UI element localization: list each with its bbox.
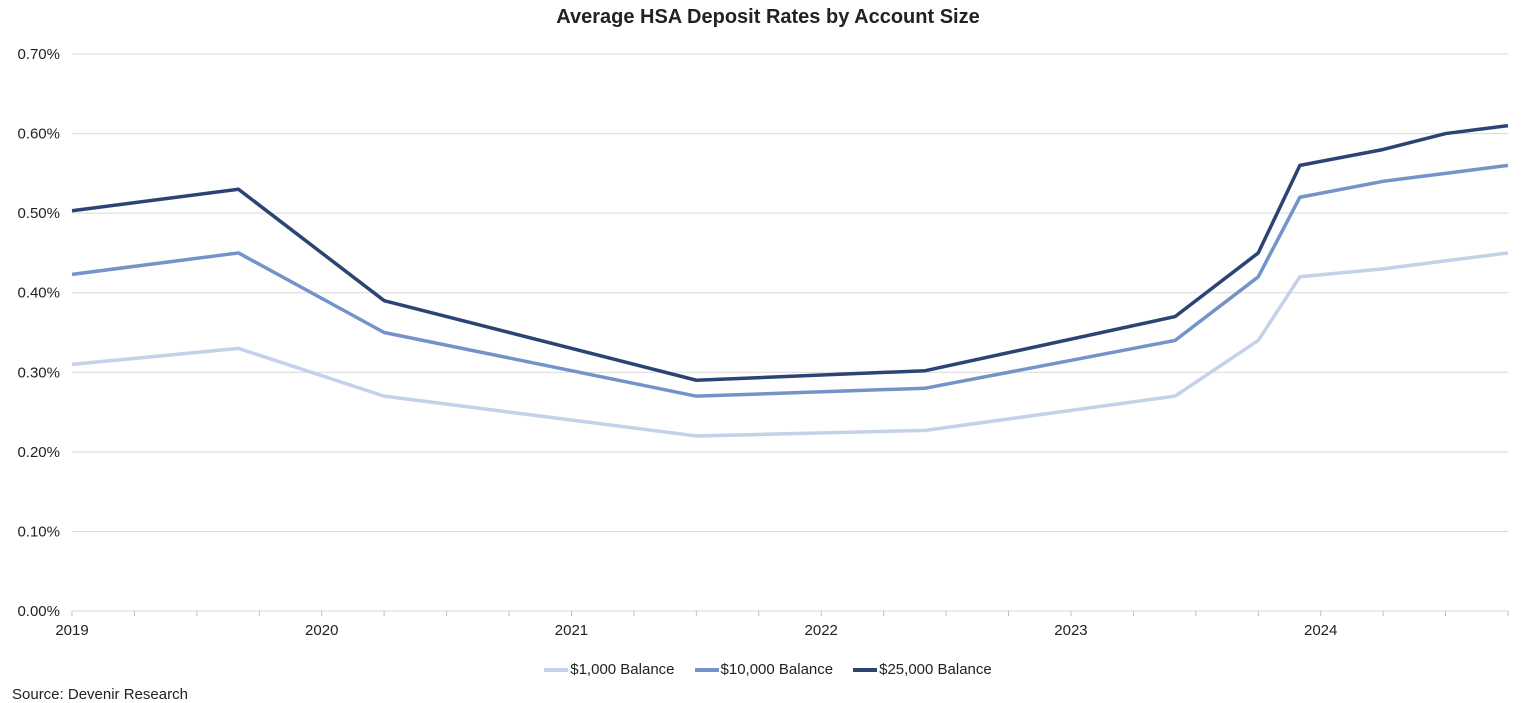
line-chart: 0.00% 0.10% 0.20% 0.30% 0.40% 0.50% 0.60% 0.70%… <box>17 46 1509 639</box>
source-note: Source: Devenir Research <box>12 686 188 703</box>
x-tick-label: 2024 <box>1304 622 1337 639</box>
legend-swatch <box>694 667 719 672</box>
legend: $1,000 Balance $10,000 Balance $25,000 B… <box>0 661 1536 678</box>
y-tick-label: 0.70% <box>17 46 60 63</box>
series-line <box>71 251 1509 438</box>
y-tick-label: 0.20% <box>17 444 60 461</box>
series-line <box>71 163 1509 398</box>
legend-swatch <box>544 667 569 672</box>
legend-item: $1,000 Balance <box>544 661 675 678</box>
x-tick-label: 2019 <box>55 622 88 639</box>
legend-swatch <box>853 667 878 672</box>
y-tick-label: 0.60% <box>17 126 60 143</box>
legend-label: $1,000 Balance <box>570 661 675 678</box>
legend-item: $25,000 Balance <box>853 661 992 678</box>
y-tick-label: 0.50% <box>17 205 60 222</box>
x-tick-label: 2021 <box>555 622 588 639</box>
x-tick-label: 2022 <box>805 622 838 639</box>
series-line <box>71 123 1509 382</box>
y-tick-label: 0.10% <box>17 523 60 540</box>
chart-title: Average HSA Deposit Rates by Account Siz… <box>556 6 980 28</box>
x-tick-label: 2020 <box>305 622 338 639</box>
x-tick-label: 2023 <box>1054 622 1087 639</box>
y-tick-label: 0.30% <box>17 364 60 381</box>
legend-label: $25,000 Balance <box>879 661 992 678</box>
y-tick-label: 0.40% <box>17 285 60 302</box>
y-tick-label: 0.00% <box>17 603 60 620</box>
legend-item: $10,000 Balance <box>694 661 834 678</box>
legend-label: $10,000 Balance <box>720 661 834 678</box>
